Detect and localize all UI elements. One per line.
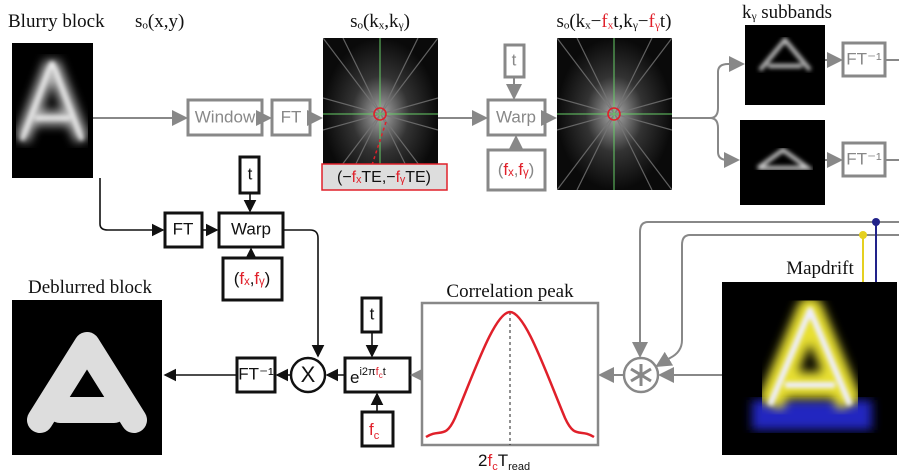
label-part: c: [374, 430, 380, 442]
arrow: [283, 230, 318, 356]
blurry-signal: sₒ(x,y): [135, 11, 184, 32]
ifft-label: FT⁻¹: [846, 149, 882, 168]
arrow: [672, 64, 743, 118]
label-part: sₒ(kₓ−: [556, 11, 601, 32]
convolve-node: [624, 358, 658, 392]
multiply-label: X: [301, 362, 316, 387]
label-part: (−: [337, 169, 352, 186]
subbands-title: kᵧ subbands: [742, 2, 832, 23]
annotation: (−fₓTE,−fᵧTE): [337, 169, 431, 186]
correlation-axis-label: 2fcTread: [478, 451, 530, 472]
label-part: fₓ: [503, 160, 514, 179]
label-part: TE,−: [361, 169, 395, 186]
t-label: t: [512, 50, 517, 69]
warp-label: Warp: [231, 219, 271, 238]
label-part: t): [660, 11, 672, 32]
label-part: t,kᵧ−: [613, 11, 648, 32]
subband-image: [745, 25, 825, 105]
label-part: e: [350, 368, 359, 387]
t-label: t: [248, 164, 253, 183]
label-part: fᵧ: [518, 160, 529, 179]
blurry-title: Blurry block: [8, 11, 105, 32]
label-part: read: [508, 461, 530, 472]
diagram: Blurry block sₒ(x,y) Window FT sₒ(kₓ,kᵧ)…: [0, 0, 899, 472]
label-part: fₓ: [239, 269, 250, 288]
deblurred-image: [12, 300, 162, 455]
ifft-label: FT⁻¹: [846, 49, 882, 68]
warp-label: Warp: [496, 107, 536, 126]
shifted-spectrum-image: [557, 38, 672, 190]
correlation-title: Correlation peak: [446, 281, 574, 302]
label-part: ): [529, 160, 535, 179]
label-part: t: [383, 366, 386, 378]
yellow-dot: [859, 231, 867, 239]
subband-image: [740, 120, 825, 205]
blue-dot: [872, 218, 880, 226]
shift-label: (fₓ,fᵧ): [234, 269, 271, 288]
blurry-image: [12, 43, 93, 178]
label-part: TE): [405, 169, 431, 186]
ft-label: FT: [173, 219, 194, 238]
mapdrift-image: [722, 282, 897, 455]
ft-label: FT: [281, 107, 302, 126]
label-part: fᵧ: [254, 269, 265, 288]
window-label: Window: [195, 107, 256, 126]
deblurred-title: Deblurred block: [28, 277, 152, 298]
mapdrift-title: Mapdrift: [786, 258, 854, 279]
label-part: fₓ: [601, 11, 613, 32]
arrow: [100, 178, 163, 230]
shifted-spectrum-title: sₒ(kₓ−fₓt,kᵧ−fᵧt): [556, 11, 671, 32]
label-part: 2: [478, 451, 487, 470]
ifft-label: FT⁻¹: [238, 364, 274, 383]
arrow: [710, 118, 738, 160]
label-part: T: [498, 451, 508, 470]
spectrum-title: sₒ(kₓ,kᵧ): [350, 11, 410, 32]
label-part: fᵧ: [649, 11, 660, 32]
label-part: ): [265, 269, 271, 288]
shift-label: (fₓ,fᵧ): [498, 160, 535, 179]
label-part: i2π: [359, 366, 376, 378]
t-label: t: [370, 304, 375, 323]
subband-image-part: [740, 120, 825, 205]
